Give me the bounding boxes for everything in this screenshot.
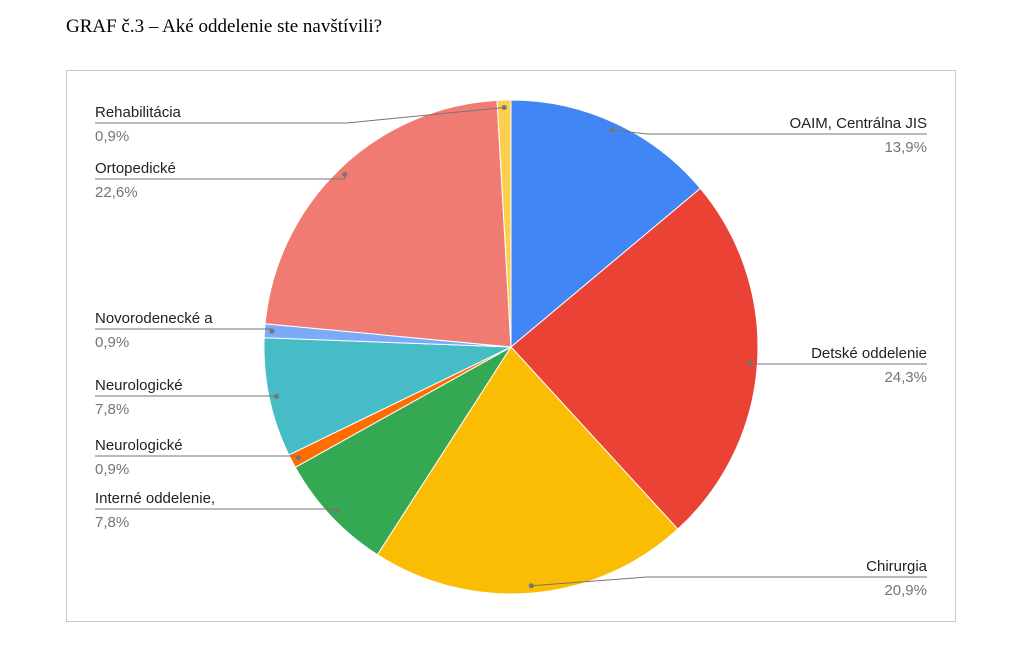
leader-dot-4 <box>296 455 302 461</box>
slice-value-label-2: 20,9% <box>884 582 927 599</box>
slice-value-label-7: 22,6% <box>95 184 138 201</box>
slice-value-label-4: 0,9% <box>95 461 129 478</box>
pie-slice-neurologicke-5 <box>263 337 512 456</box>
leader-line-6 <box>95 328 273 332</box>
leader-line-1 <box>749 362 927 365</box>
slice-value-label-8: 0,9% <box>95 128 129 145</box>
slice-label-7: Ortopedické <box>95 160 176 177</box>
pie-chart: OAIM, Centrálna JIS 13,9% Detské oddelenie… <box>95 99 928 599</box>
slice-label-8: Rehabilitácia <box>95 104 182 121</box>
pie-slice-ortopedicke-7 <box>264 99 512 348</box>
slice-value-label-6: 0,9% <box>95 334 129 351</box>
leader-dot-5 <box>274 393 280 399</box>
leader-dot-7 <box>342 171 348 177</box>
leader-line-8 <box>95 107 505 124</box>
pie-slice-interne-oddelenie-3 <box>294 346 512 556</box>
slice-label-4: Neurologické <box>95 437 183 454</box>
leader-line-3 <box>95 508 337 512</box>
pie-slices <box>263 99 759 595</box>
slice-label-3: Interné oddelenie, <box>95 490 215 507</box>
document-caption: GRAF č.3 – Aké oddelenie ste navštívili? <box>66 16 383 37</box>
leader-dot-1 <box>747 360 753 366</box>
slice-label-6: Novorodenecké a <box>95 310 213 327</box>
slice-label-1: Detské oddelenie <box>811 345 927 362</box>
slice-label-0: OAIM, Centrálna JIS <box>789 115 927 132</box>
leader-dot-0 <box>609 127 615 133</box>
slice-value-label-5: 7,8% <box>95 401 129 418</box>
pie-slice-chirurgia-2 <box>376 346 679 595</box>
slice-label-5: Neurologické <box>95 377 183 394</box>
slice-label-2: Chirurgia <box>866 558 928 575</box>
pie-slice-detske-oddelenie-1 <box>510 187 759 530</box>
slice-value-label-1: 24,3% <box>884 369 927 386</box>
leader-dot-2 <box>528 583 534 589</box>
leader-dot-3 <box>333 508 339 514</box>
leader-dot-6 <box>269 328 275 334</box>
leader-line-2 <box>531 576 927 587</box>
slice-value-label-0: 13,9% <box>884 139 927 156</box>
leader-line-0 <box>612 129 927 135</box>
pie-slice-oaim-centralna-jis-0 <box>510 99 702 349</box>
leader-line-4 <box>95 455 300 458</box>
leader-dot-8 <box>501 105 507 111</box>
chart-frame: OAIM, Centrálna JIS 13,9% Detské oddelenie… <box>66 70 956 622</box>
pie-labels: OAIM, Centrálna JIS 13,9% Detské oddelenie… <box>95 104 928 599</box>
pie-slice-rehabilitacia-8 <box>496 99 512 348</box>
slice-value-label-3: 7,8% <box>95 514 129 531</box>
